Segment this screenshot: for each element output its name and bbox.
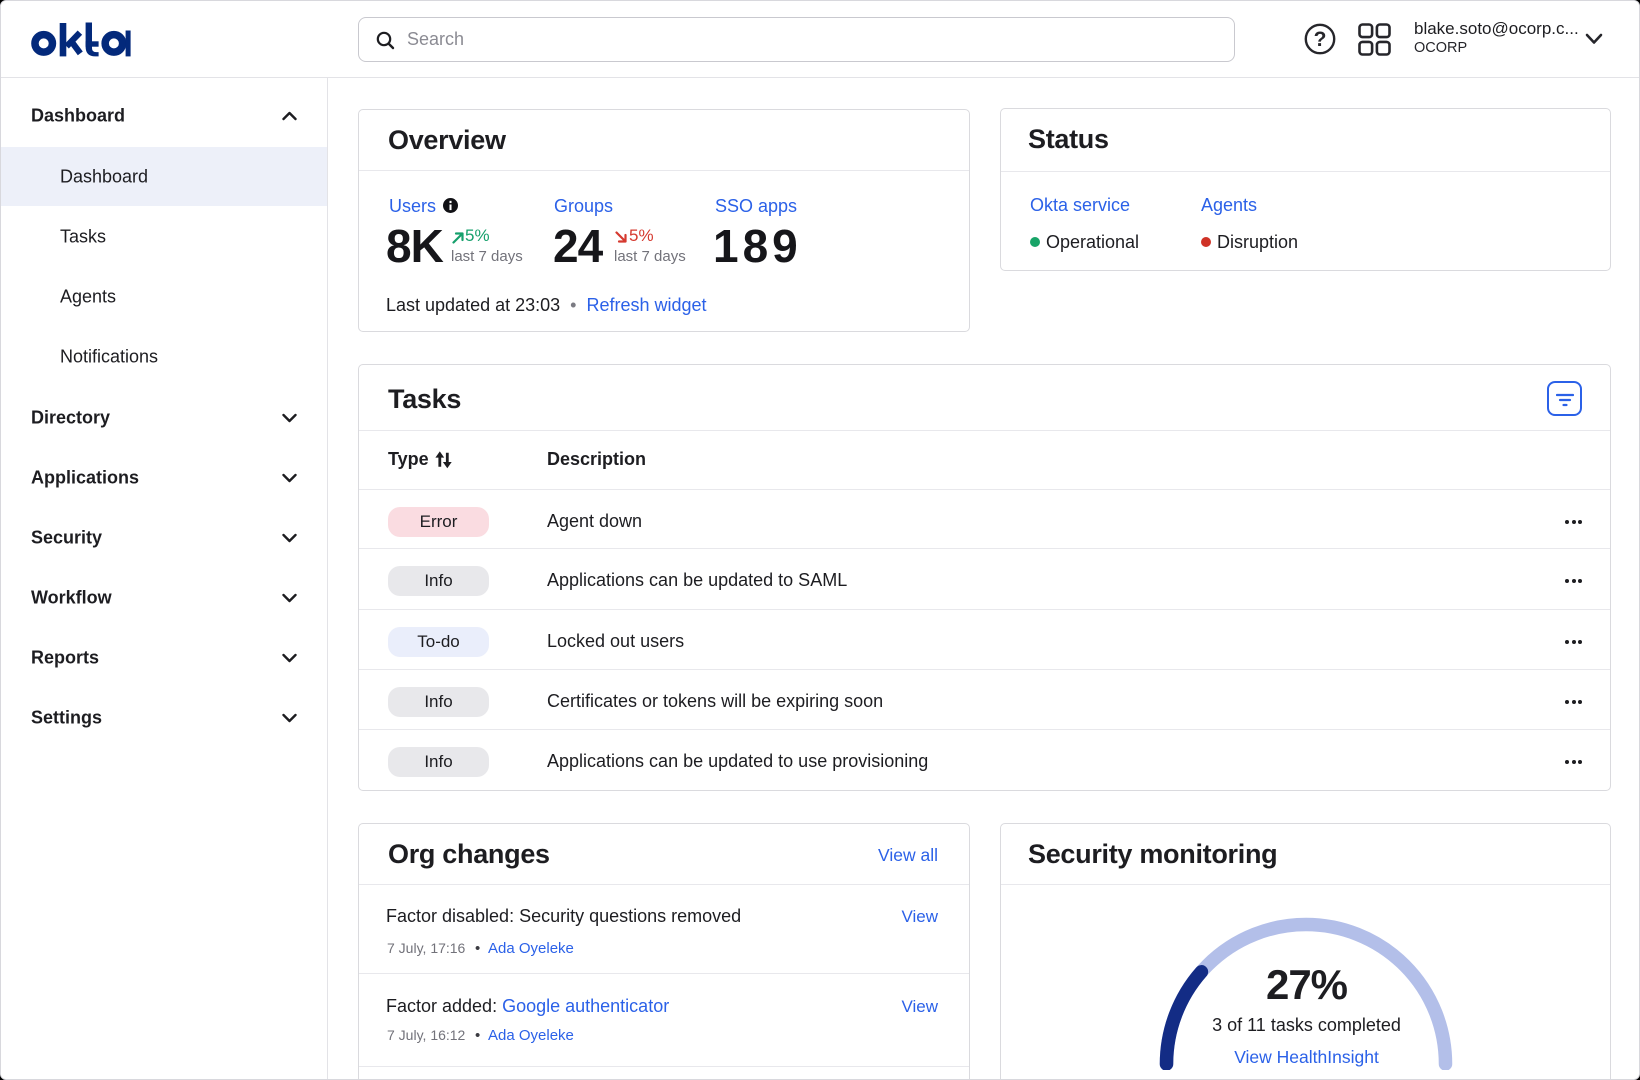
svg-text:?: ? — [1314, 28, 1327, 51]
